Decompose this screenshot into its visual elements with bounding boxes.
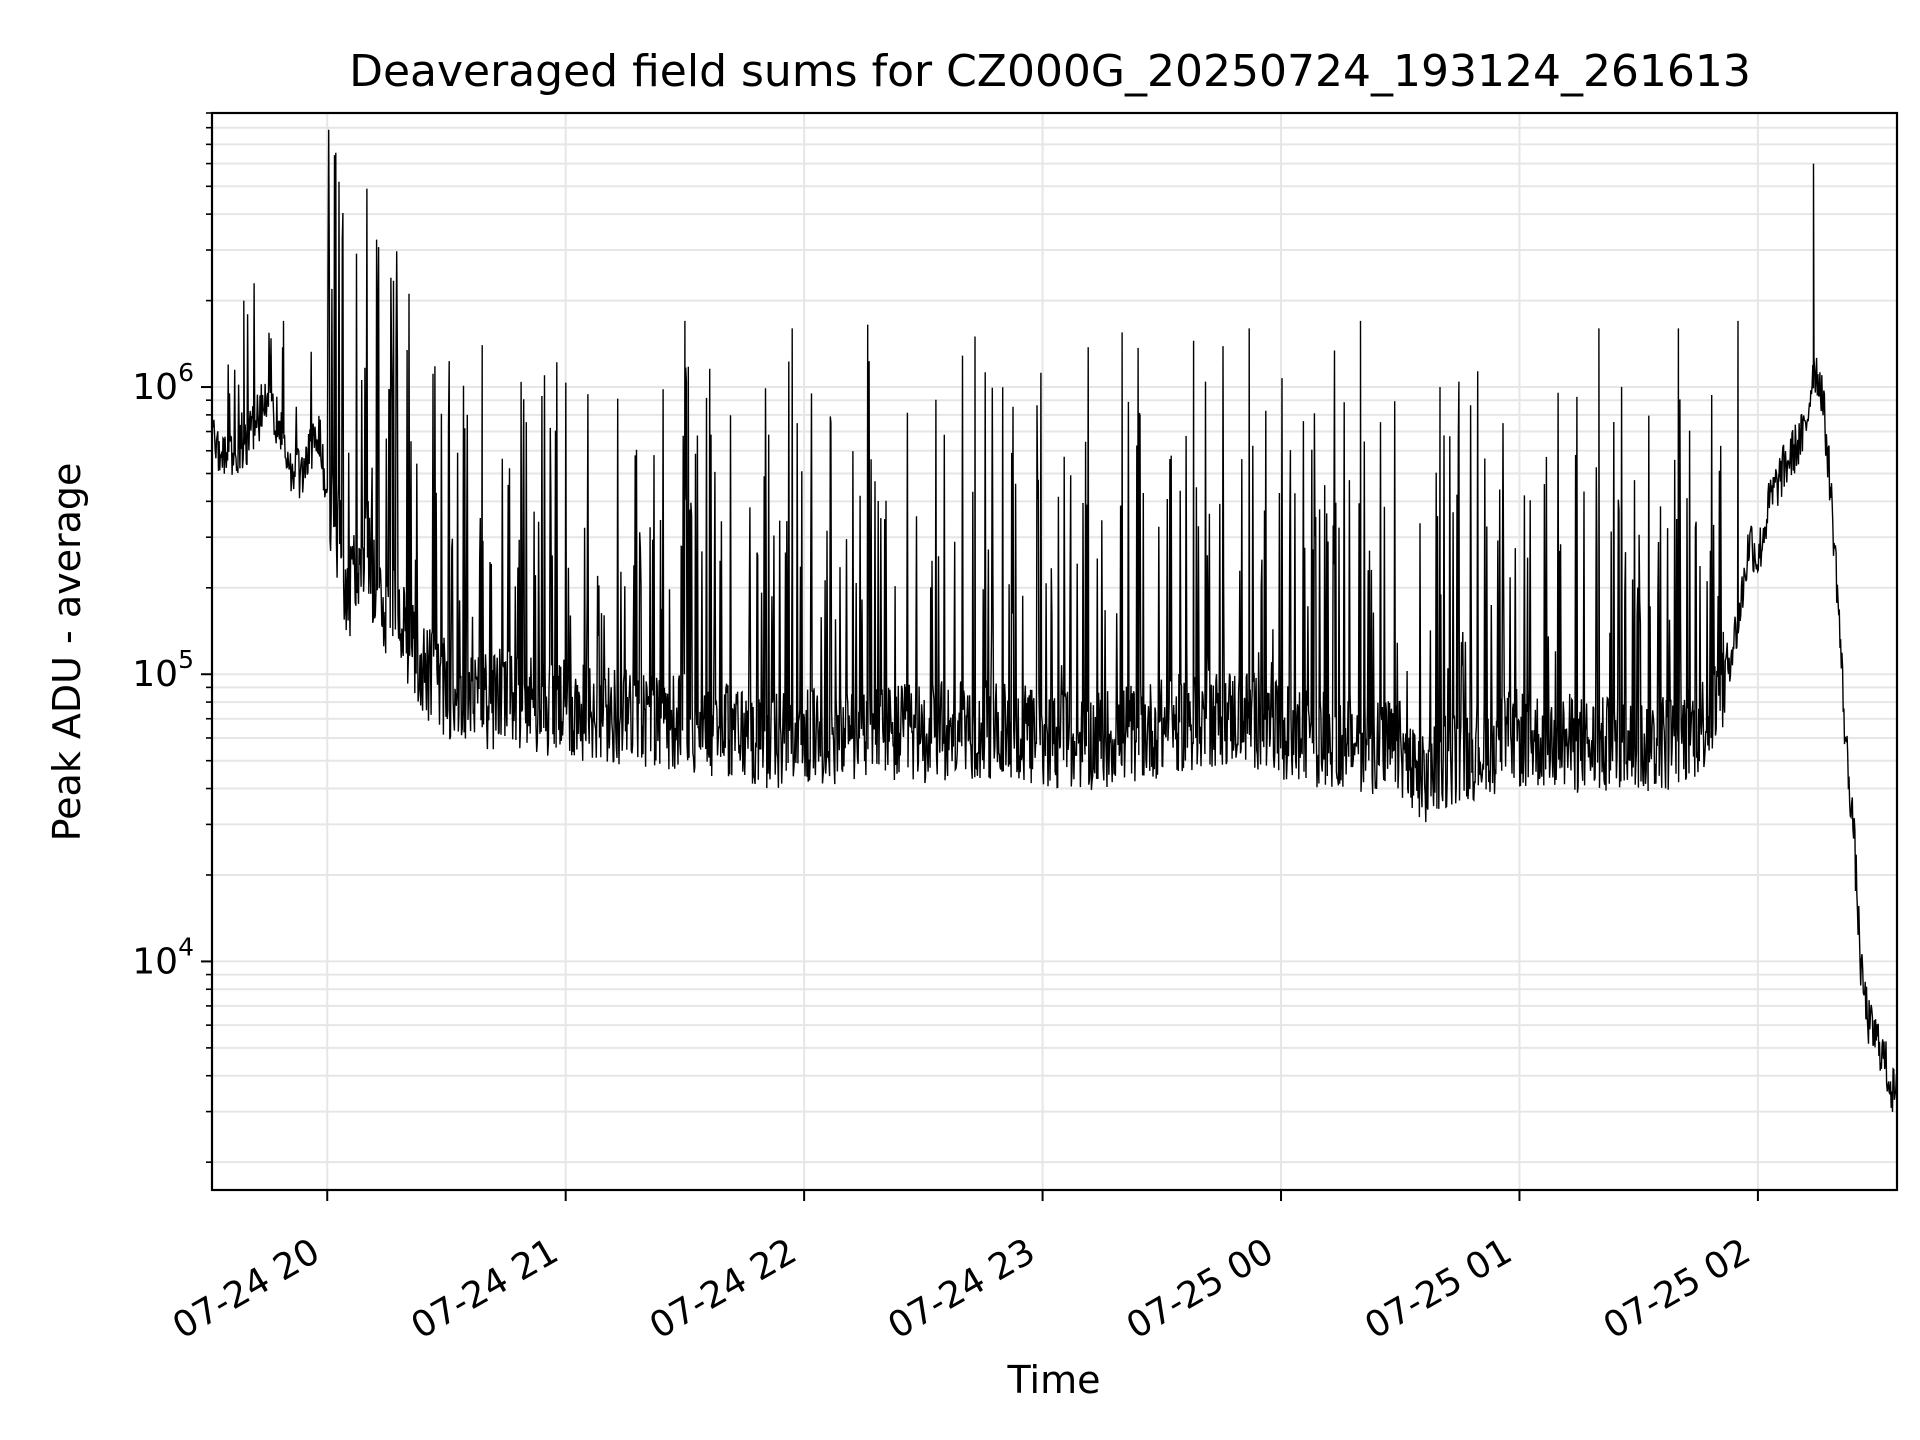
- y-tick-base: 10: [132, 654, 178, 695]
- series-layer: [211, 129, 1898, 1112]
- y-tick-exponent: 4: [178, 932, 194, 961]
- y-tick-exponent: 6: [178, 358, 194, 387]
- y-tick-exponent: 5: [178, 645, 194, 674]
- y-axis-label: Peak ADU - average: [45, 463, 89, 842]
- series-line: [211, 129, 1898, 1112]
- y-tick-label: 106: [132, 358, 194, 408]
- y-tick-base: 10: [132, 941, 178, 982]
- plot-area: [210, 111, 1899, 1192]
- y-tick-label: 104: [132, 932, 194, 982]
- chart-title: Deaveraged field sums for CZ000G_2025072…: [349, 46, 1751, 97]
- x-axis-label: Time: [1007, 1358, 1101, 1402]
- y-tick-label: 105: [132, 645, 194, 695]
- y-tick-base: 10: [132, 367, 178, 408]
